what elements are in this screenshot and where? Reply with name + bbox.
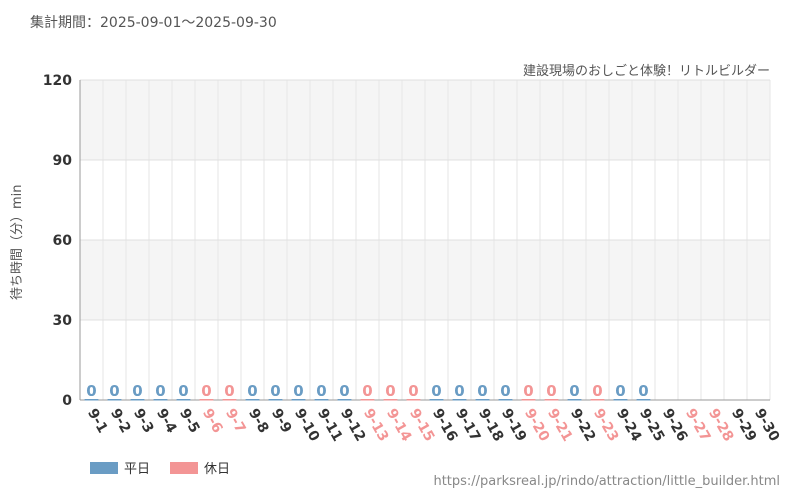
x-tick-label: 9-6	[199, 406, 226, 436]
bar	[567, 399, 582, 401]
bar	[498, 399, 513, 401]
data-label: 0	[523, 382, 533, 400]
bar	[222, 399, 237, 401]
bar	[406, 399, 421, 401]
legend-holiday-label: 休日	[204, 462, 231, 477]
data-label: 0	[638, 382, 648, 400]
legend-holiday[interactable]: 休日	[170, 458, 230, 477]
data-label: 0	[592, 382, 602, 400]
legend-holiday-swatch	[170, 461, 199, 474]
data-label: 0	[362, 382, 372, 400]
data-label: 0	[385, 382, 395, 400]
x-tick-label: 9-8	[245, 406, 272, 436]
data-label: 0	[86, 382, 96, 400]
bar	[153, 399, 168, 401]
bar	[337, 399, 352, 401]
bar	[199, 399, 214, 401]
data-label: 0	[178, 382, 188, 400]
data-label: 0	[454, 382, 464, 400]
x-tick-label: 9-3	[130, 406, 157, 436]
bar	[636, 399, 651, 401]
bar	[268, 399, 283, 401]
x-tick-label: 9-1	[84, 406, 111, 436]
attraction-title: 建設現場のおしごと体験！リトルビルダー	[522, 64, 770, 79]
y-tick-label: 90	[53, 153, 73, 169]
x-tick-label: 9-4	[153, 406, 180, 436]
y-tick-label: 0	[62, 393, 72, 409]
data-label: 0	[500, 382, 510, 400]
bar	[84, 399, 99, 401]
legend-weekday-label: 平日	[124, 462, 151, 477]
data-label: 0	[155, 382, 165, 400]
bar	[544, 399, 559, 401]
data-label: 0	[293, 382, 303, 400]
bar	[429, 399, 444, 401]
bar	[176, 399, 191, 401]
y-tick-label: 30	[53, 313, 73, 329]
x-tick-label: 9-9	[268, 406, 295, 436]
legend-weekday-swatch	[90, 461, 118, 474]
bar	[130, 399, 145, 401]
x-tick-label: 9-30	[751, 406, 783, 445]
data-label: 0	[270, 382, 280, 400]
data-label: 0	[201, 382, 211, 400]
legend: 平日 休日	[90, 458, 230, 477]
bar	[590, 399, 605, 401]
bar	[613, 399, 628, 401]
bar	[521, 399, 536, 401]
y-tick-label: 120	[43, 73, 72, 89]
data-label: 0	[339, 382, 349, 400]
source-url[interactable]: https://parksreal.jp/rindo/attraction/li…	[433, 474, 780, 489]
bar	[291, 399, 306, 401]
data-label: 0	[477, 382, 487, 400]
x-tick-label: 9-5	[176, 406, 203, 436]
period-label: 集計期間：2025-09-01〜2025-09-30	[30, 15, 277, 31]
x-tick-label: 9-2	[107, 406, 134, 436]
x-tick-label: 9-7	[222, 406, 249, 436]
data-label: 0	[316, 382, 326, 400]
data-label: 0	[431, 382, 441, 400]
data-label: 0	[247, 382, 257, 400]
data-label: 0	[132, 382, 142, 400]
bar	[475, 399, 490, 401]
data-label: 0	[109, 382, 119, 400]
bar	[383, 399, 398, 401]
data-label: 0	[615, 382, 625, 400]
legend-weekday[interactable]: 平日	[90, 458, 150, 477]
bar	[360, 399, 375, 401]
bar	[452, 399, 467, 401]
bar	[107, 399, 122, 401]
data-label: 0	[569, 382, 579, 400]
data-label: 0	[224, 382, 234, 400]
bar	[314, 399, 329, 401]
bar	[245, 399, 260, 401]
data-label: 0	[546, 382, 556, 400]
data-label: 0	[408, 382, 418, 400]
y-tick-label: 60	[53, 233, 73, 249]
